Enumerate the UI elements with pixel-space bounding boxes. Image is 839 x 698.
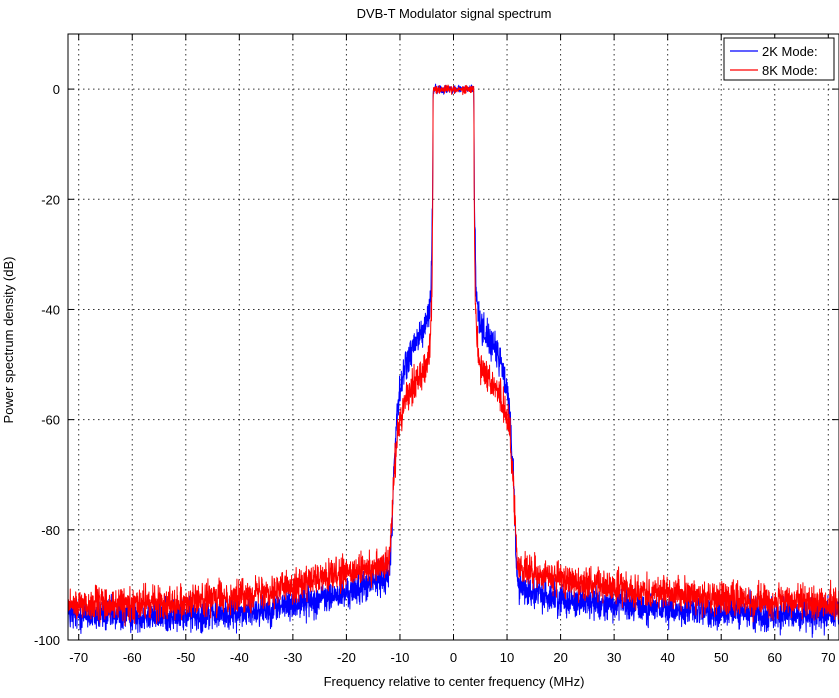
series-group <box>67 83 839 638</box>
x-tick-label: 40 <box>660 650 674 665</box>
x-tick-label: 20 <box>553 650 567 665</box>
x-tick-label: 0 <box>450 650 457 665</box>
x-tick-label: -30 <box>283 650 302 665</box>
x-axis-title: Frequency relative to center frequency (… <box>324 674 585 689</box>
series-line-8k <box>67 84 839 626</box>
y-axis-title: Power spectrum density (dB) <box>1 257 16 424</box>
ticks: -70 -60 -50 -40 -30 -20 -10 0 10 20 30 40 50 60 700-20… <box>34 34 838 665</box>
x-tick-label: -40 <box>230 650 249 665</box>
x-tick-label: -50 <box>176 650 195 665</box>
x-tick-label: 70 <box>821 650 835 665</box>
y-tick-label: 0 <box>53 82 60 97</box>
y-tick-label: -20 <box>41 192 60 207</box>
x-tick-label: 60 <box>768 650 782 665</box>
legend-label: 2K Mode: <box>762 44 818 59</box>
x-tick-label: 10 <box>500 650 514 665</box>
legend: 2K Mode: 8K Mode: <box>723 37 835 81</box>
chart-title: DVB-T Modulator signal spectrum <box>357 6 552 21</box>
y-tick-label: -80 <box>41 523 60 538</box>
x-tick-label: -70 <box>69 650 88 665</box>
x-tick-label: -60 <box>123 650 142 665</box>
legend-box <box>723 37 835 81</box>
y-tick-label: -100 <box>34 633 60 648</box>
x-tick-label: 30 <box>607 650 621 665</box>
x-tick-label: -20 <box>337 650 356 665</box>
y-tick-label: -40 <box>41 302 60 317</box>
legend-label: 8K Mode: <box>762 63 818 78</box>
x-tick-label: 50 <box>714 650 728 665</box>
y-tick-label: -60 <box>41 413 60 428</box>
x-tick-label: -10 <box>391 650 410 665</box>
